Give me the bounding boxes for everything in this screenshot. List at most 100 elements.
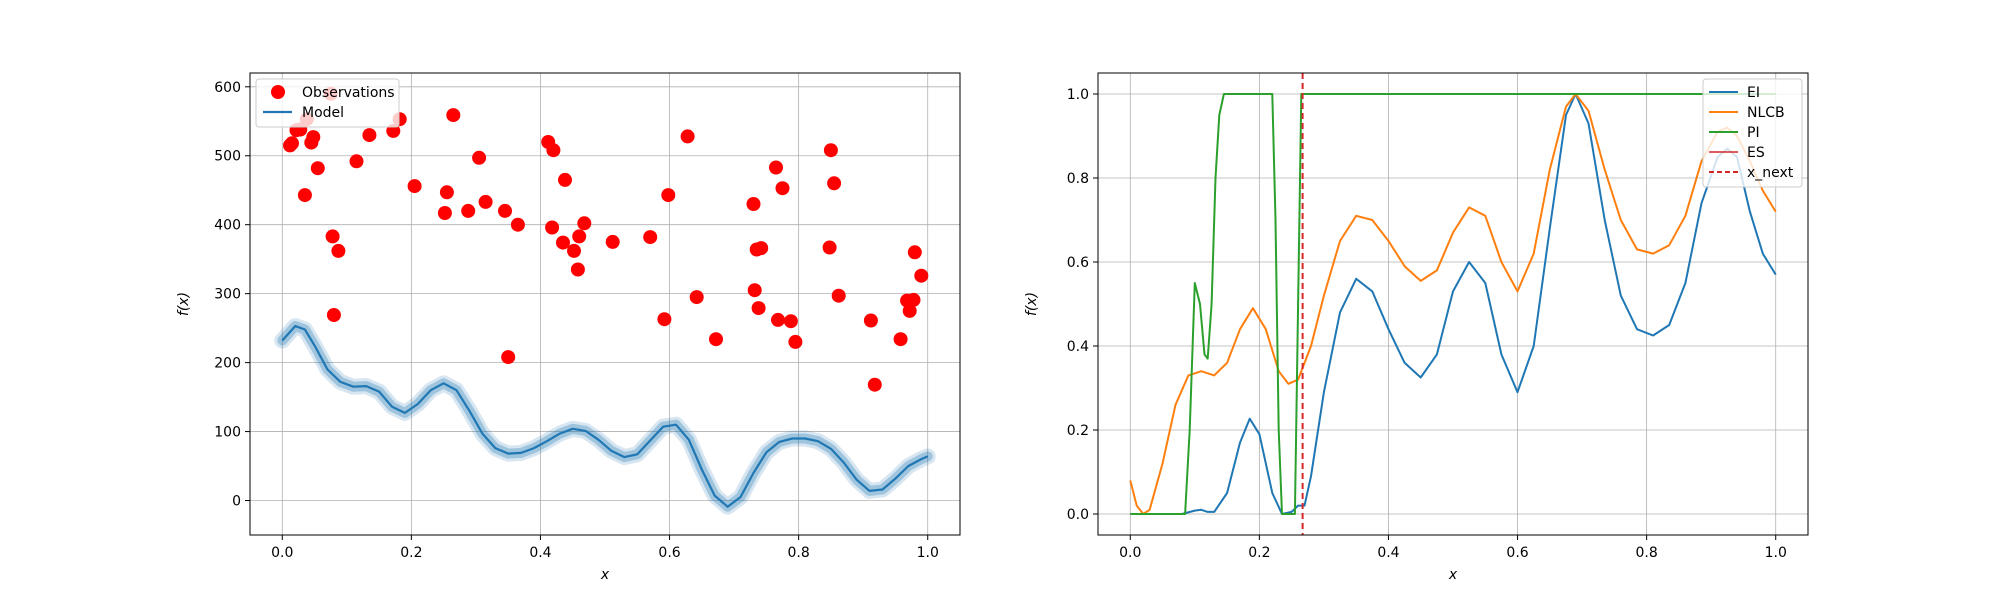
- y-tick-label: 500: [214, 149, 241, 165]
- observation-point: [751, 301, 766, 316]
- y-tick-label: 1.0: [1067, 87, 1089, 103]
- observation-point: [407, 179, 422, 194]
- right-plot-panel: 0.0 0.2 0.4 0.6 0.8 1.0 0.0 0.2 0.4 0.6 0.8 1.0 x f(x…: [1024, 72, 1809, 583]
- y-tick-label: 400: [214, 218, 241, 234]
- observation-point: [689, 290, 704, 305]
- model-uncertainty-band-outer: [274, 318, 936, 515]
- y-tick-label: 0.2: [1067, 423, 1089, 439]
- y-axis-label: f(x): [176, 292, 192, 316]
- x-tick-label: 0.6: [658, 545, 680, 561]
- y-tick-label: 0.8: [1067, 171, 1089, 187]
- observation-point: [326, 308, 341, 322]
- legend: Observations Model: [255, 78, 400, 128]
- y-tick-label: 0.4: [1067, 339, 1089, 355]
- observation-point: [914, 268, 929, 283]
- x-tick-label: 0.6: [1506, 545, 1528, 561]
- y-tick-label: 0.0: [1067, 507, 1089, 523]
- observation-point: [439, 185, 454, 200]
- left-plot-panel: 0.0 0.2 0.4 0.6 0.8 1.0 0 100 200 300 400 500 600 x f(…: [176, 72, 961, 583]
- x-tick-label: 0.0: [271, 545, 293, 561]
- series-line-nlcb: [1129, 93, 1777, 515]
- axes-frame: [1097, 72, 1809, 536]
- observation-point: [325, 229, 340, 244]
- legend-label-observations: Observations: [302, 85, 395, 101]
- legend: EI NLCB PI ES x_next: [1702, 78, 1803, 188]
- observation-point: [570, 262, 585, 277]
- observation-point: [747, 283, 762, 298]
- observation-point: [510, 217, 525, 232]
- observation-point: [446, 108, 461, 123]
- observation-point: [907, 245, 922, 260]
- observation-point: [643, 230, 658, 245]
- legend-box: [255, 78, 400, 128]
- observation-point: [783, 314, 798, 329]
- observation-point: [831, 288, 846, 303]
- y-axis-label: f(x): [1024, 292, 1040, 316]
- observation-point: [362, 128, 377, 143]
- series-line-pi: [1130, 93, 1776, 515]
- observation-point: [498, 203, 512, 218]
- observation-point: [867, 377, 882, 392]
- series-line-ei: [1130, 93, 1777, 515]
- model-uncertainty-band-inner: [277, 321, 933, 512]
- observation-point: [661, 188, 676, 203]
- x-tick-label: 1.0: [1765, 545, 1787, 561]
- observation-point: [545, 220, 560, 235]
- x-tick-label: 0.2: [400, 545, 422, 561]
- legend-marker-observations: [271, 85, 285, 99]
- observation-point: [556, 235, 570, 250]
- y-tick-label: 0: [232, 494, 241, 510]
- observation-point: [310, 161, 325, 176]
- observation-point: [285, 136, 299, 151]
- observation-point: [906, 292, 921, 307]
- x-tick-label: 1.0: [917, 545, 939, 561]
- observation-point: [546, 143, 561, 158]
- observation-point: [657, 312, 672, 327]
- y-tick-label: 200: [214, 356, 241, 372]
- observation-point: [709, 332, 723, 347]
- observation-point: [771, 312, 785, 327]
- observation-point: [775, 181, 790, 196]
- observation-point: [746, 197, 761, 211]
- observation-point: [823, 143, 838, 158]
- observation-point: [297, 188, 312, 203]
- observation-point: [501, 350, 516, 365]
- y-tick-label: 100: [214, 425, 241, 441]
- plot-area: [274, 86, 936, 515]
- legend-box: [1702, 78, 1803, 188]
- observation-point: [680, 129, 695, 144]
- observation-point: [472, 150, 487, 165]
- x-axis-label: x: [600, 567, 610, 583]
- y-tick-label: 600: [214, 80, 241, 96]
- y-tick-label: 300: [214, 287, 241, 303]
- x-tick-label: 0.8: [1636, 545, 1658, 561]
- x-tick-label: 0.4: [529, 545, 551, 561]
- observation-point: [863, 313, 878, 328]
- observation-point: [478, 194, 493, 209]
- observation-point: [331, 243, 346, 258]
- legend-label-x-next: x_next: [1747, 165, 1794, 181]
- observation-point: [306, 130, 321, 145]
- plot-area: [1129, 73, 1777, 535]
- observation-point: [577, 216, 592, 231]
- observation-point: [605, 234, 620, 249]
- legend-label-model: Model: [302, 105, 344, 121]
- legend-label-es: ES: [1747, 145, 1765, 161]
- observation-point: [349, 154, 364, 169]
- legend-label-nlcb: NLCB: [1747, 105, 1785, 121]
- legend-label-pi: PI: [1747, 125, 1760, 141]
- observation-point: [822, 240, 837, 255]
- observation-point: [902, 303, 917, 318]
- observation-point: [788, 334, 803, 349]
- x-tick-label: 0.2: [1248, 545, 1270, 561]
- axes-frame: [249, 72, 961, 536]
- x-tick-label: 0.0: [1119, 545, 1141, 561]
- observation-point: [437, 206, 452, 220]
- observation-point: [461, 203, 476, 218]
- x-axis-label: x: [1448, 567, 1458, 583]
- observation-point: [769, 160, 783, 175]
- observation-point: [572, 229, 587, 244]
- observation-point: [893, 332, 908, 347]
- x-tick-label: 0.4: [1377, 545, 1399, 561]
